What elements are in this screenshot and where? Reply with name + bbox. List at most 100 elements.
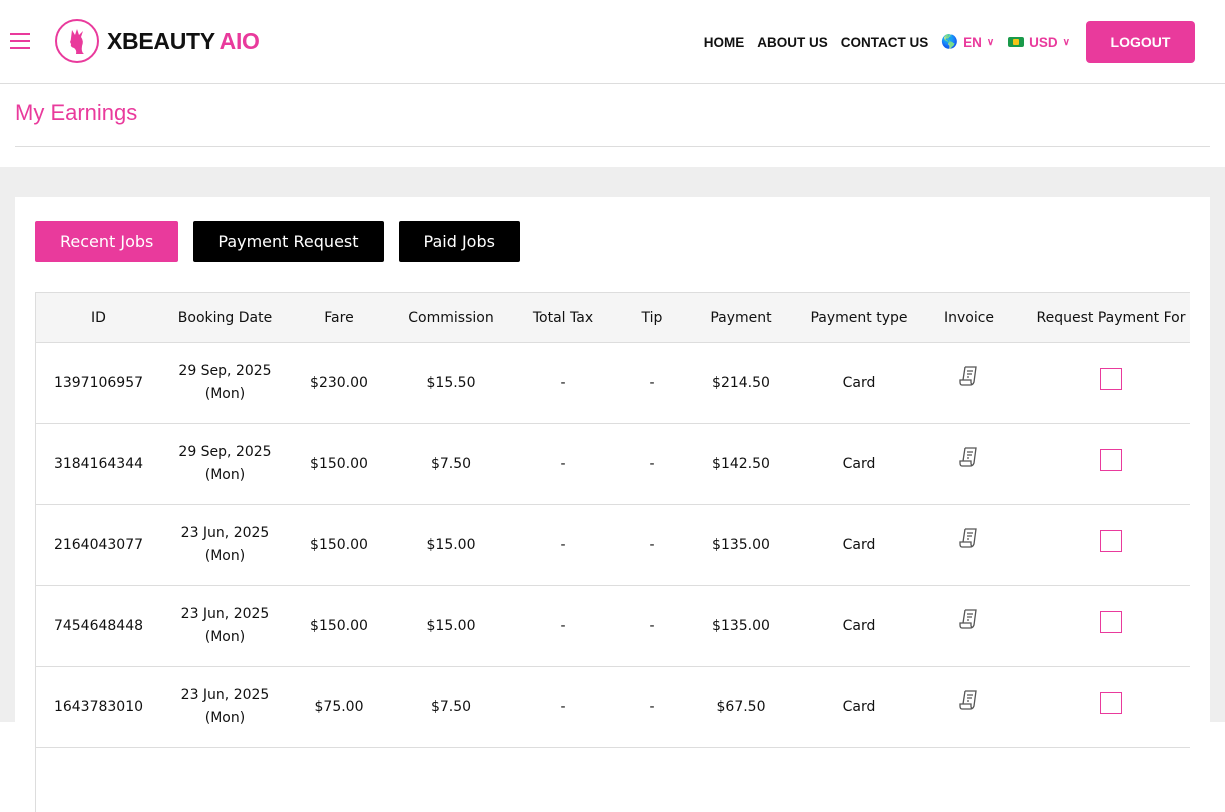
tip: - <box>613 342 691 424</box>
request-payment-checkbox[interactable] <box>1100 368 1122 390</box>
invoice-icon[interactable] <box>959 365 979 395</box>
commission: $15.50 <box>389 342 513 424</box>
column-header: Payment <box>691 292 791 343</box>
nav-contact-us[interactable]: CONTACT US <box>840 34 929 50</box>
menu-icon[interactable] <box>10 33 30 49</box>
tip: - <box>613 666 691 748</box>
booking-date: 29 Sep, 2025 (Mon) <box>161 423 289 505</box>
column-header: Booking Date <box>161 292 289 343</box>
job-id: 7454648448 <box>36 585 161 667</box>
table-row: 7454648448 23 Jun, 2025 (Mon) $150.00 $15… <box>36 585 1190 667</box>
request-payment-checkbox[interactable] <box>1100 611 1122 633</box>
language-value: EN <box>963 34 982 50</box>
weekday: (Mon) <box>204 467 246 483</box>
column-header: Total Tax <box>513 292 613 343</box>
logout-button[interactable]: LOGOUT <box>1086 21 1195 63</box>
payment: $135.00 <box>691 585 791 667</box>
payment-type: Card <box>791 342 927 424</box>
payment: $142.50 <box>691 423 791 505</box>
column-header: Payment type <box>791 292 927 343</box>
brand-suffix: AIO <box>219 27 260 54</box>
woman-face-logo-icon <box>55 19 99 63</box>
invoice-cell <box>927 504 1011 586</box>
table-row: 1397106957 29 Sep, 2025 (Mon) $230.00 $15… <box>36 342 1190 424</box>
date: 29 Sep, 2025 <box>178 363 272 379</box>
brand-name: XBEAUTY <box>107 27 215 54</box>
date: 23 Jun, 2025 <box>180 687 270 703</box>
column-header: Invoice <box>927 292 1011 343</box>
commission: $15.00 <box>389 585 513 667</box>
tab-recent-jobs[interactable]: Recent Jobs <box>35 221 179 262</box>
currency-value: USD <box>1029 34 1058 50</box>
payment: $214.50 <box>691 342 791 424</box>
request-payment-cell <box>1011 423 1190 505</box>
chevron-down-icon: ∨ <box>986 36 995 48</box>
total-tax: - <box>513 342 613 424</box>
payment-type: Card <box>791 504 927 586</box>
booking-date: 29 Sep, 2025 (Mon) <box>161 342 289 424</box>
fare: $230.00 <box>289 342 389 424</box>
tab-payment-request[interactable]: Payment Request <box>193 221 384 262</box>
commission: $7.50 <box>389 666 513 748</box>
column-header: Request Payment For <box>1011 292 1190 343</box>
weekday: (Mon) <box>204 386 246 402</box>
total-tax: - <box>513 423 613 505</box>
column-header: Tip <box>613 292 691 343</box>
request-payment-cell <box>1011 342 1190 424</box>
earnings-table[interactable]: ID Booking Date Fare Commission Total Tax Tip… <box>35 292 1190 812</box>
nav-about-us[interactable]: ABOUT US <box>757 34 828 50</box>
job-id: 2164043077 <box>36 504 161 586</box>
money-icon <box>1008 37 1025 47</box>
invoice-cell <box>927 423 1011 505</box>
total-tax: - <box>513 504 613 586</box>
booking-date: 23 Jun, 2025 (Mon) <box>161 666 289 748</box>
page-title: My Earnings <box>15 100 138 125</box>
payment: $135.00 <box>691 504 791 586</box>
total-tax: - <box>513 585 613 667</box>
currency-selector[interactable]: USD ∨ <box>1008 35 1070 50</box>
tip: - <box>613 504 691 586</box>
payment-type: Card <box>791 585 927 667</box>
commission: $15.00 <box>389 504 513 586</box>
weekday: (Mon) <box>204 548 246 564</box>
fare: $150.00 <box>289 585 389 667</box>
logo[interactable]: XBEAUTY AIO <box>55 19 260 63</box>
request-payment-checkbox[interactable] <box>1100 449 1122 471</box>
request-payment-checkbox[interactable] <box>1100 692 1122 714</box>
tip: - <box>613 585 691 667</box>
invoice-icon[interactable] <box>959 446 979 476</box>
weekday: (Mon) <box>204 710 246 726</box>
booking-date: 23 Jun, 2025 (Mon) <box>161 504 289 586</box>
earnings-card: Recent Jobs Payment Request Paid Jobs ID… <box>15 197 1210 812</box>
date: 23 Jun, 2025 <box>180 606 270 622</box>
commission: $7.50 <box>389 423 513 505</box>
date: 23 Jun, 2025 <box>180 525 270 541</box>
request-payment-cell <box>1011 585 1190 667</box>
payment-type: Card <box>791 666 927 748</box>
booking-date: 23 Jun, 2025 (Mon) <box>161 585 289 667</box>
invoice-icon[interactable] <box>959 608 979 638</box>
invoice-icon[interactable] <box>959 527 979 557</box>
payment: $67.50 <box>691 666 791 748</box>
nav-home[interactable]: HOME <box>703 34 745 50</box>
column-header: ID <box>36 292 161 343</box>
table-row: 1643783010 23 Jun, 2025 (Mon) $75.00 $7.5… <box>36 666 1190 748</box>
tab-paid-jobs[interactable]: Paid Jobs <box>398 221 520 262</box>
invoice-cell <box>927 342 1011 424</box>
request-payment-cell <box>1011 666 1190 748</box>
chevron-down-icon: ∨ <box>1062 36 1070 48</box>
invoice-icon[interactable] <box>959 689 979 719</box>
invoice-cell <box>927 585 1011 667</box>
fare: $150.00 <box>289 423 389 505</box>
total-tax: - <box>513 666 613 748</box>
job-id: 3184164344 <box>36 423 161 505</box>
globe-icon: 🌎 <box>941 34 959 49</box>
fare: $75.00 <box>289 666 389 748</box>
column-header: Fare <box>289 292 389 343</box>
language-selector[interactable]: 🌎 EN ∨ <box>941 34 994 50</box>
job-id: 1643783010 <box>36 666 161 748</box>
request-payment-cell <box>1011 504 1190 586</box>
request-payment-checkbox[interactable] <box>1100 530 1122 552</box>
column-header: Commission <box>389 292 513 343</box>
header: XBEAUTY AIO HOME ABOUT US CONTACT US 🌎 EN… <box>0 0 1225 84</box>
